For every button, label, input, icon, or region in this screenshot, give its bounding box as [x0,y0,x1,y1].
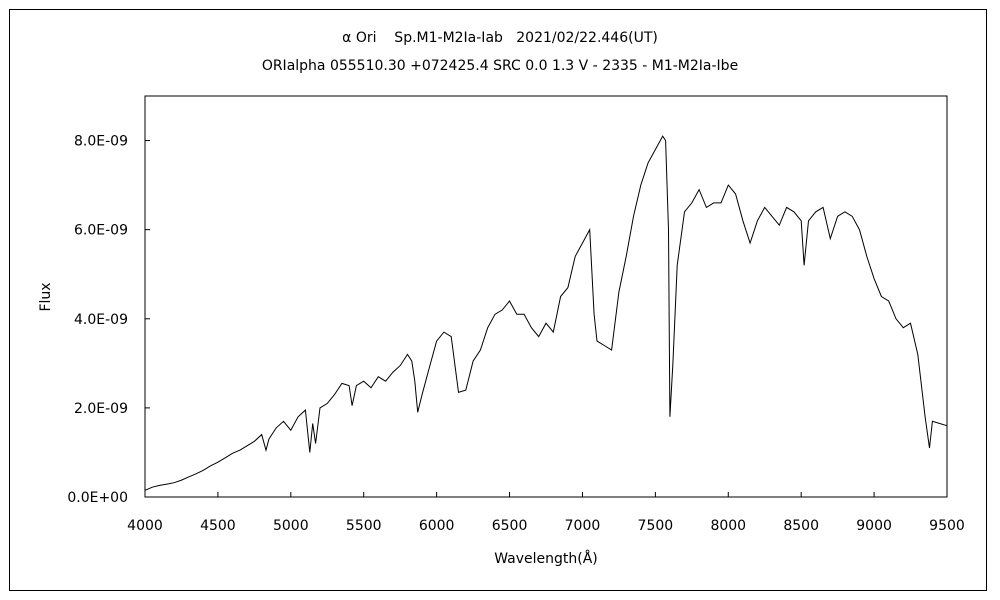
y-axis-label: Flux [38,282,54,311]
chart-title: α Ori Sp.M1-M2Ia-Iab 2021/02/22.446(UT) [342,30,658,46]
x-tick-label: 8000 [710,518,746,534]
chart-subtitle: ORIalpha 055510.30 +072425.4 SRC 0.0 1.3… [261,58,739,74]
x-tick-label: 7500 [638,518,674,534]
series-layer [144,135,948,491]
x-axis: 4000 4500 5000 5500 6000 6500 7000 7500 8000 8500… [127,492,965,534]
y-tick-label: 6.0E-09 [74,223,128,239]
x-tick-label: 6000 [419,518,455,534]
x-tick-label: 9000 [856,518,892,534]
y-tick-label: 0.0E+00 [67,490,128,506]
y-tick-label: 4.0E-09 [74,312,128,328]
plot-area [144,95,948,498]
x-axis-label: Wavelength(Å) [494,550,598,567]
x-tick-label: 4000 [127,518,163,534]
chart-frame [9,9,987,591]
y-tick-label: 8.0E-09 [74,134,128,150]
x-tick-label: 6500 [492,518,528,534]
x-tick-label: 4500 [200,518,236,534]
y-tick-label: 2.0E-09 [74,401,128,417]
x-tick-label: 5000 [273,518,309,534]
x-tick-label: 9500 [929,518,965,534]
x-tick-label: 7000 [565,518,601,534]
x-tick-label: 8500 [783,518,819,534]
spectrum-line [144,135,948,491]
y-axis: 0.0E+00 2.0E-09 4.0E-09 6.0E-09 8.0E-09 [67,134,150,506]
x-tick-label: 5500 [346,518,382,534]
